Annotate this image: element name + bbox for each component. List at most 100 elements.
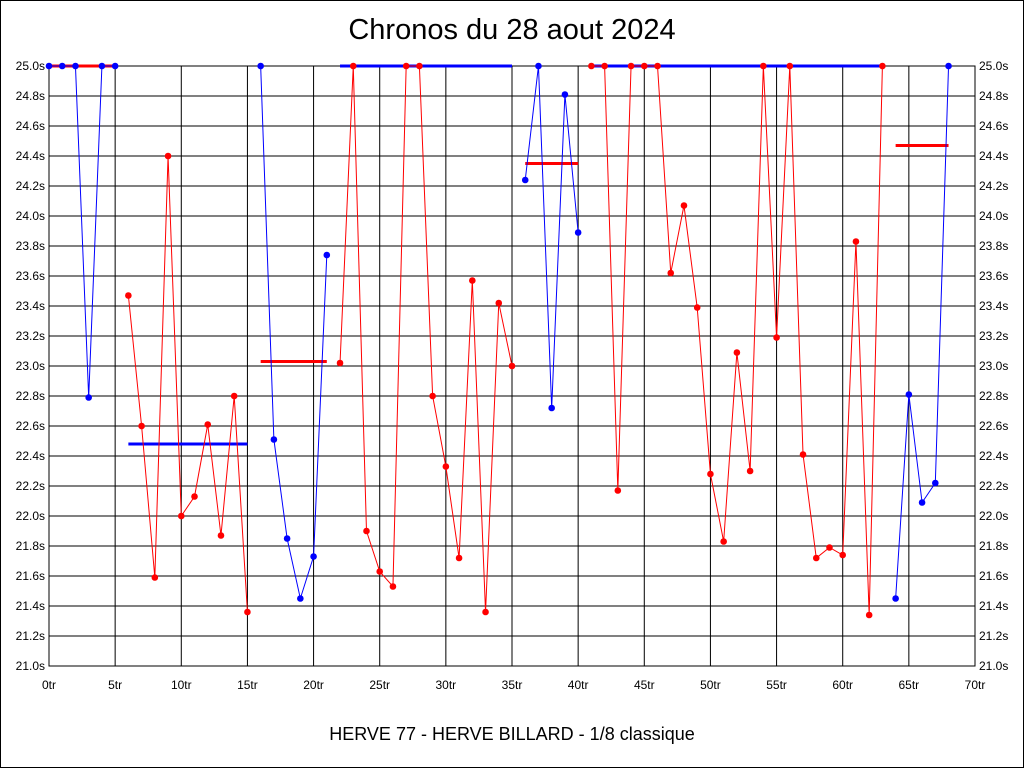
- data-point: [217, 532, 225, 539]
- data-point: [733, 349, 741, 356]
- data-point: [932, 479, 939, 487]
- data-point: [125, 292, 132, 299]
- y-tick-label-right: 21.0s: [979, 659, 1008, 673]
- data-point: [799, 451, 807, 458]
- y-tick-label-right: 22.6s: [979, 419, 1008, 433]
- data-point: [138, 422, 145, 430]
- data-point: [429, 392, 436, 400]
- chart-subtitle: HERVE 77 - HERVE BILLARD - 1/8 classique: [329, 724, 695, 744]
- x-tick-label: 0tr: [42, 678, 56, 692]
- data-point: [376, 568, 384, 575]
- data-point: [442, 463, 450, 470]
- y-tick-label-right: 24.8s: [979, 89, 1008, 103]
- y-tick-label-left: 21.4s: [16, 599, 45, 613]
- data-point: [561, 91, 569, 98]
- y-tick-label-right: 21.4s: [979, 599, 1008, 613]
- data-point: [786, 62, 794, 70]
- data-point: [640, 62, 648, 70]
- data-point: [45, 62, 53, 70]
- data-point: [98, 62, 106, 70]
- y-tick-label-right: 22.8s: [979, 389, 1008, 403]
- data-point: [574, 229, 582, 236]
- data-point: [548, 404, 555, 412]
- x-tick-label: 45tr: [634, 678, 655, 692]
- data-point: [707, 470, 714, 478]
- data-point: [667, 269, 675, 277]
- y-tick-label-right: 23.6s: [979, 269, 1008, 283]
- data-point: [230, 392, 238, 400]
- data-point: [614, 487, 622, 494]
- y-tick-label-left: 22.4s: [16, 449, 45, 463]
- data-point: [495, 299, 503, 307]
- data-point: [482, 608, 489, 616]
- y-tick-label-left: 23.2s: [16, 329, 45, 343]
- y-tick-label-right: 21.2s: [979, 629, 1008, 643]
- y-tick-label-left: 23.0s: [16, 359, 45, 373]
- data-point: [389, 583, 397, 590]
- y-tick-label-right: 24.6s: [979, 119, 1008, 133]
- data-point: [402, 62, 410, 70]
- x-tick-label: 60tr: [832, 678, 853, 692]
- data-point: [349, 62, 357, 70]
- data-point: [191, 493, 198, 500]
- y-tick-label-right: 23.8s: [979, 239, 1008, 253]
- y-tick-label-right: 24.0s: [979, 209, 1008, 223]
- y-tick-label-left: 23.6s: [16, 269, 45, 283]
- y-tick-label-right: 23.0s: [979, 359, 1008, 373]
- data-point: [310, 553, 317, 560]
- data-point: [416, 62, 423, 70]
- x-tick-label: 35tr: [502, 678, 523, 692]
- y-tick-label-right: 22.2s: [979, 479, 1008, 493]
- data-point: [918, 499, 926, 506]
- y-tick-label-left: 24.2s: [16, 179, 45, 193]
- data-point: [654, 62, 661, 70]
- data-point: [892, 595, 899, 602]
- data-point: [826, 544, 833, 551]
- series-line: [591, 65, 883, 616]
- y-tick-label-left: 22.6s: [16, 419, 45, 433]
- x-tick-label: 55tr: [766, 678, 787, 692]
- x-tick-label: 25tr: [369, 678, 390, 692]
- data-point: [588, 62, 595, 70]
- data-point: [773, 334, 780, 341]
- y-tick-label-left: 24.6s: [16, 119, 45, 133]
- data-point: [244, 608, 251, 616]
- x-tick-label: 15tr: [237, 678, 258, 692]
- y-tick-label-left: 23.4s: [16, 299, 45, 313]
- data-point: [363, 527, 370, 535]
- data-point: [323, 251, 331, 259]
- series-line: [339, 65, 513, 613]
- x-tick-label: 10tr: [171, 678, 192, 692]
- data-point: [257, 62, 264, 70]
- data-point: [905, 391, 913, 398]
- data-point: [865, 611, 873, 619]
- data-point: [521, 176, 529, 184]
- x-tick-label: 20tr: [303, 678, 324, 692]
- data-point: [455, 554, 463, 562]
- chart-title: Chronos du 28 aout 2024: [348, 14, 676, 46]
- y-tick-label-left: 21.6s: [16, 569, 45, 583]
- y-tick-label-right: 22.4s: [979, 449, 1008, 463]
- y-tick-label-left: 22.0s: [16, 509, 45, 523]
- data-point: [177, 512, 185, 520]
- x-tick-label: 50tr: [700, 678, 721, 692]
- data-point: [336, 359, 344, 367]
- data-point: [693, 304, 701, 311]
- data-point: [945, 62, 952, 70]
- series-line: [49, 65, 116, 398]
- data-point: [283, 535, 291, 542]
- x-tick-label: 65tr: [899, 678, 920, 692]
- data-point: [508, 362, 516, 370]
- y-tick-label-right: 22.0s: [979, 509, 1008, 523]
- series-line: [524, 65, 579, 409]
- data-point: [85, 394, 92, 401]
- data-point: [852, 238, 860, 245]
- data-point: [839, 551, 847, 559]
- y-tick-label-left: 23.8s: [16, 239, 45, 253]
- data-point: [720, 538, 727, 545]
- y-tick-label-left: 25.0s: [16, 59, 45, 73]
- y-tick-label-left: 22.2s: [16, 479, 45, 493]
- series-line: [127, 155, 248, 613]
- y-tick-label-right: 25.0s: [979, 59, 1008, 73]
